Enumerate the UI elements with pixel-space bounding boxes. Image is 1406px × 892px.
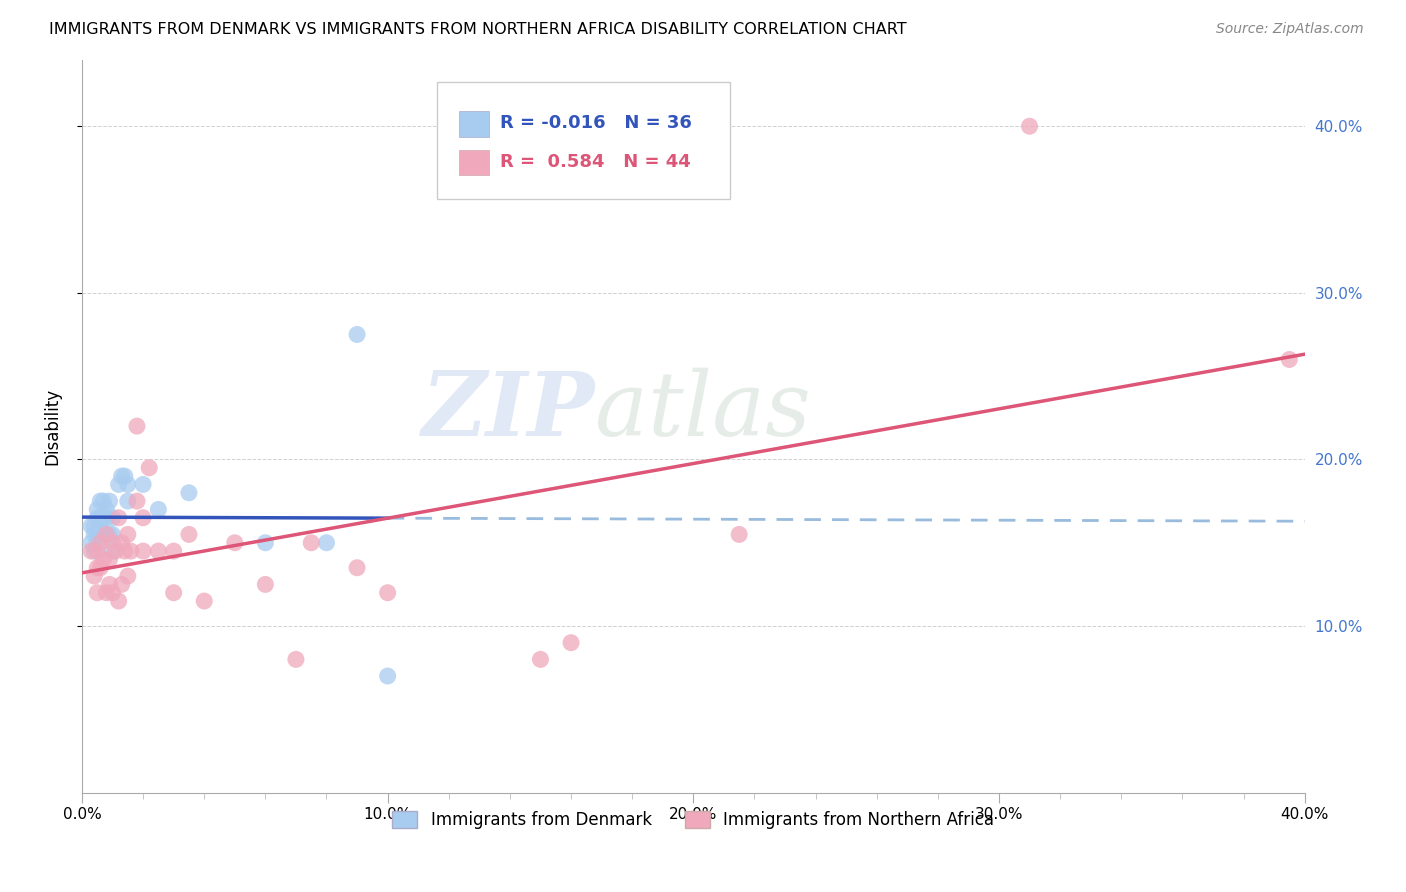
Point: [89, 519, 111, 533]
Point: [254, 577, 277, 591]
Point: [96, 510, 118, 524]
Text: atlas: atlas: [596, 368, 811, 455]
Point: [284, 652, 307, 666]
Point: [98, 577, 121, 591]
Point: [107, 477, 129, 491]
Point: [93, 552, 115, 566]
Point: [86, 544, 108, 558]
Point: [560, 636, 582, 650]
Point: [1278, 352, 1301, 367]
Point: [83, 519, 105, 533]
Point: [114, 469, 136, 483]
Point: [346, 327, 368, 342]
Point: [101, 585, 124, 599]
Point: [148, 502, 170, 516]
Point: [86, 560, 108, 574]
Point: [101, 510, 124, 524]
Point: [346, 560, 368, 574]
Point: [529, 652, 551, 666]
Point: [377, 585, 399, 599]
Point: [299, 535, 322, 549]
Point: [163, 544, 186, 558]
Point: [89, 535, 111, 549]
Point: [177, 527, 200, 541]
Point: [86, 527, 108, 541]
Point: [111, 577, 134, 591]
Point: [89, 560, 111, 574]
Point: [89, 527, 111, 541]
Point: [224, 535, 246, 549]
Point: [86, 535, 108, 549]
Point: [96, 527, 118, 541]
Text: IMMIGRANTS FROM DENMARK VS IMMIGRANTS FROM NORTHERN AFRICA DISABILITY CORRELATIO: IMMIGRANTS FROM DENMARK VS IMMIGRANTS FR…: [49, 22, 907, 37]
Point: [111, 469, 134, 483]
Point: [86, 502, 108, 516]
Point: [117, 477, 139, 491]
Point: [125, 494, 148, 508]
Point: [107, 510, 129, 524]
Point: [125, 419, 148, 434]
Legend: Immigrants from Denmark, Immigrants from Northern Africa: Immigrants from Denmark, Immigrants from…: [385, 804, 1001, 836]
Text: Source: ZipAtlas.com: Source: ZipAtlas.com: [1216, 22, 1364, 37]
Point: [83, 569, 105, 583]
Bar: [458, 150, 489, 176]
Point: [86, 585, 108, 599]
Text: R = -0.016   N = 36: R = -0.016 N = 36: [501, 113, 692, 132]
Y-axis label: Disability: Disability: [44, 387, 60, 465]
Point: [193, 594, 215, 608]
Point: [80, 519, 103, 533]
Point: [83, 544, 105, 558]
Point: [93, 527, 115, 541]
Point: [728, 527, 751, 541]
Point: [138, 460, 160, 475]
Text: R =  0.584   N = 44: R = 0.584 N = 44: [501, 153, 690, 171]
Point: [117, 494, 139, 508]
FancyBboxPatch shape: [436, 81, 730, 199]
Point: [93, 510, 115, 524]
Point: [111, 535, 134, 549]
Point: [89, 494, 111, 508]
Point: [132, 510, 155, 524]
Point: [96, 527, 118, 541]
Point: [80, 535, 103, 549]
Point: [315, 535, 337, 549]
Point: [107, 594, 129, 608]
Point: [98, 527, 121, 541]
Point: [80, 544, 103, 558]
Point: [96, 585, 118, 599]
Point: [120, 544, 142, 558]
Point: [93, 494, 115, 508]
Point: [132, 544, 155, 558]
Point: [114, 544, 136, 558]
Point: [117, 527, 139, 541]
Point: [98, 494, 121, 508]
Point: [132, 477, 155, 491]
Point: [83, 527, 105, 541]
Point: [148, 544, 170, 558]
Bar: [458, 111, 489, 136]
Point: [1018, 120, 1040, 134]
Text: ZIP: ZIP: [422, 368, 596, 455]
Point: [117, 569, 139, 583]
Point: [101, 544, 124, 558]
Point: [163, 585, 186, 599]
Point: [101, 527, 124, 541]
Point: [177, 485, 200, 500]
Point: [377, 669, 399, 683]
Point: [96, 502, 118, 516]
Point: [89, 510, 111, 524]
Point: [86, 510, 108, 524]
Point: [98, 552, 121, 566]
Point: [101, 535, 124, 549]
Point: [104, 544, 127, 558]
Point: [254, 535, 277, 549]
